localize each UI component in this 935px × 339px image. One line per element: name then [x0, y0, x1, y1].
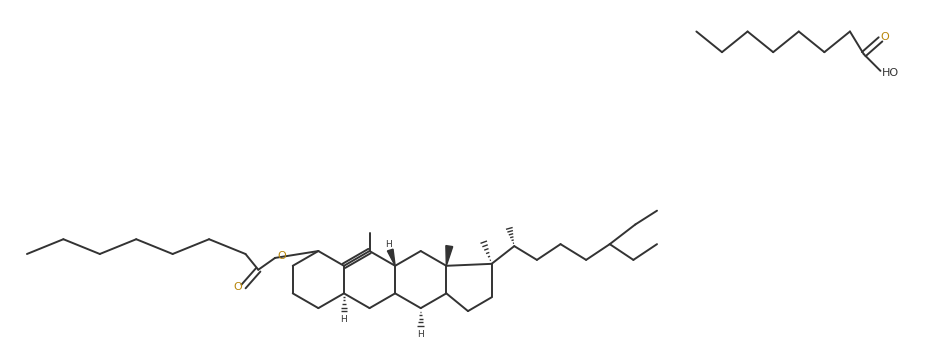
Text: O: O	[233, 282, 242, 293]
Text: O: O	[880, 33, 889, 42]
Text: H: H	[385, 240, 392, 248]
Text: HO: HO	[882, 68, 899, 78]
Text: H: H	[417, 330, 424, 339]
Text: H: H	[340, 316, 347, 324]
Polygon shape	[387, 249, 396, 266]
Polygon shape	[446, 245, 453, 266]
Text: O: O	[278, 251, 286, 261]
